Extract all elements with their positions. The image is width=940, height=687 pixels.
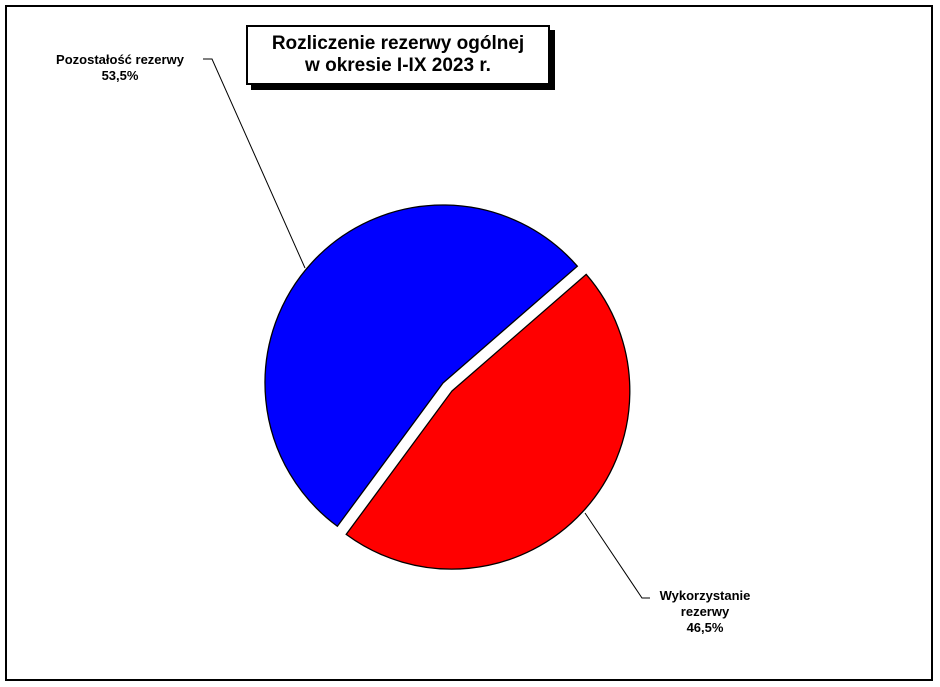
slice-label-name-cont: rezerwy bbox=[680, 604, 730, 619]
slice-label-value: 46,5% bbox=[686, 620, 724, 635]
chart-title-box: Rozliczenie rezerwy ogólnej w okresie I-… bbox=[246, 25, 550, 85]
pie-slice-1 bbox=[345, 273, 631, 570]
slice-label-wykorzystanie: Wykorzystanie rezerwy 46,5% bbox=[640, 588, 770, 636]
slice-label-name: Wykorzystanie bbox=[659, 588, 751, 603]
slice-label-pozostalosc: Pozostałość rezerwy 53,5% bbox=[30, 52, 210, 84]
leader-line-0 bbox=[203, 58, 306, 269]
slice-label-value: 53,5% bbox=[101, 68, 139, 83]
chart-subtitle: w okresie I-IX 2023 r. bbox=[305, 55, 491, 76]
leader-line-1 bbox=[584, 512, 650, 599]
chart-title: Rozliczenie rezerwy ogólnej bbox=[271, 33, 525, 54]
slice-label-name: Pozostałość rezerwy bbox=[56, 52, 184, 67]
pie-slice-0 bbox=[264, 204, 579, 528]
